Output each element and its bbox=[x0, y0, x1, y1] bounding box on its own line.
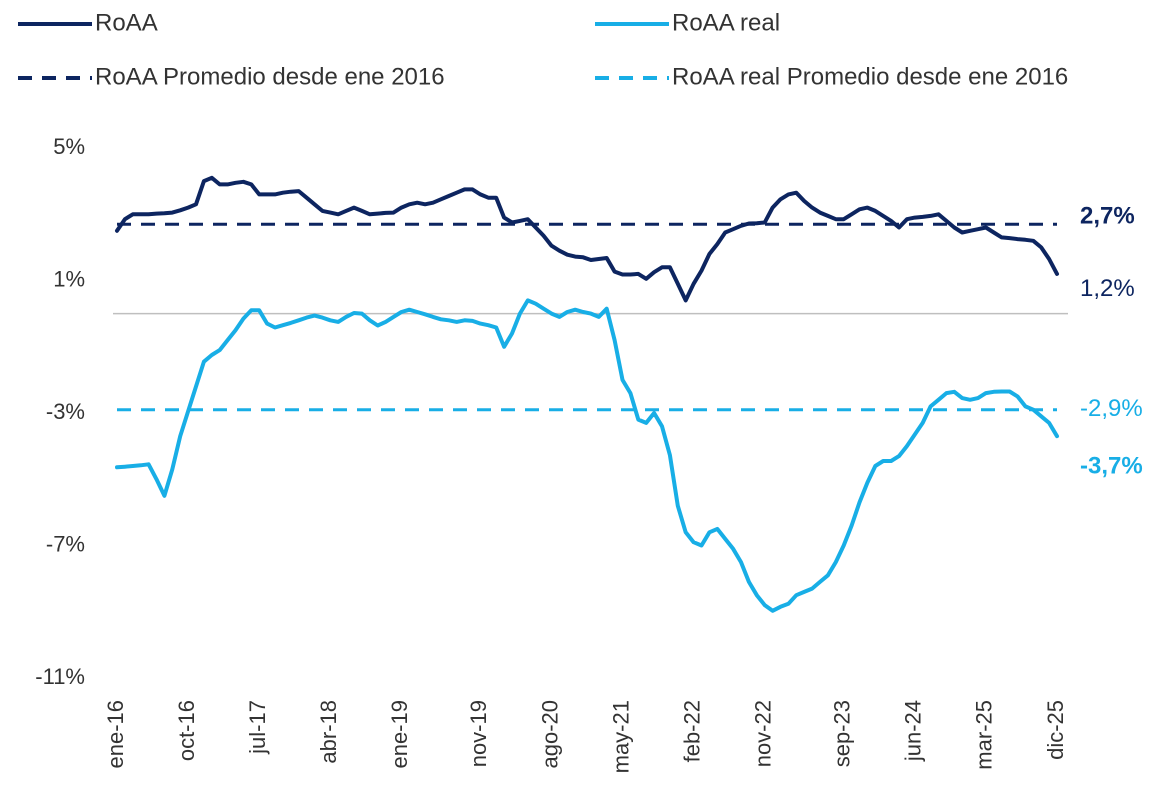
x-tick-label: dic-25 bbox=[1043, 700, 1068, 760]
series-line bbox=[115, 298, 1059, 613]
y-tick-label: -11% bbox=[35, 664, 85, 689]
x-tick-label: feb-22 bbox=[679, 700, 704, 762]
x-tick-label: nov-19 bbox=[466, 700, 491, 767]
x-tick-label: mar-25 bbox=[972, 700, 997, 770]
legend-label: RoAA Promedio desde ene 2016 bbox=[95, 63, 445, 90]
value-label: 1,2% bbox=[1080, 275, 1135, 302]
x-tick-label: ene-19 bbox=[387, 700, 412, 769]
y-tick-label: -3% bbox=[46, 399, 85, 424]
value-label: -2,9% bbox=[1080, 395, 1143, 422]
x-tick-label: ene-16 bbox=[103, 700, 128, 769]
x-tick-label: sep-23 bbox=[830, 700, 855, 767]
legend-label: RoAA bbox=[95, 9, 158, 36]
legend-label: RoAA real Promedio desde ene 2016 bbox=[672, 63, 1068, 90]
y-tick-label: 1% bbox=[53, 266, 85, 291]
x-tick-label: oct-16 bbox=[174, 700, 199, 761]
x-tick-label: abr-18 bbox=[316, 700, 341, 764]
value-label: 2,7% bbox=[1080, 203, 1135, 230]
x-tick-label: jul-17 bbox=[245, 700, 270, 755]
y-tick-label: -7% bbox=[46, 531, 85, 556]
x-tick-label: may-21 bbox=[608, 700, 633, 773]
x-tick-label: nov-22 bbox=[751, 700, 776, 767]
y-tick-label: 5% bbox=[53, 134, 85, 159]
value-label: -3,7% bbox=[1080, 453, 1143, 480]
x-tick-label: ago-20 bbox=[537, 700, 562, 769]
series-line bbox=[115, 175, 1059, 303]
legend-label: RoAA real bbox=[672, 9, 780, 36]
x-tick-label: jun-24 bbox=[901, 700, 926, 762]
